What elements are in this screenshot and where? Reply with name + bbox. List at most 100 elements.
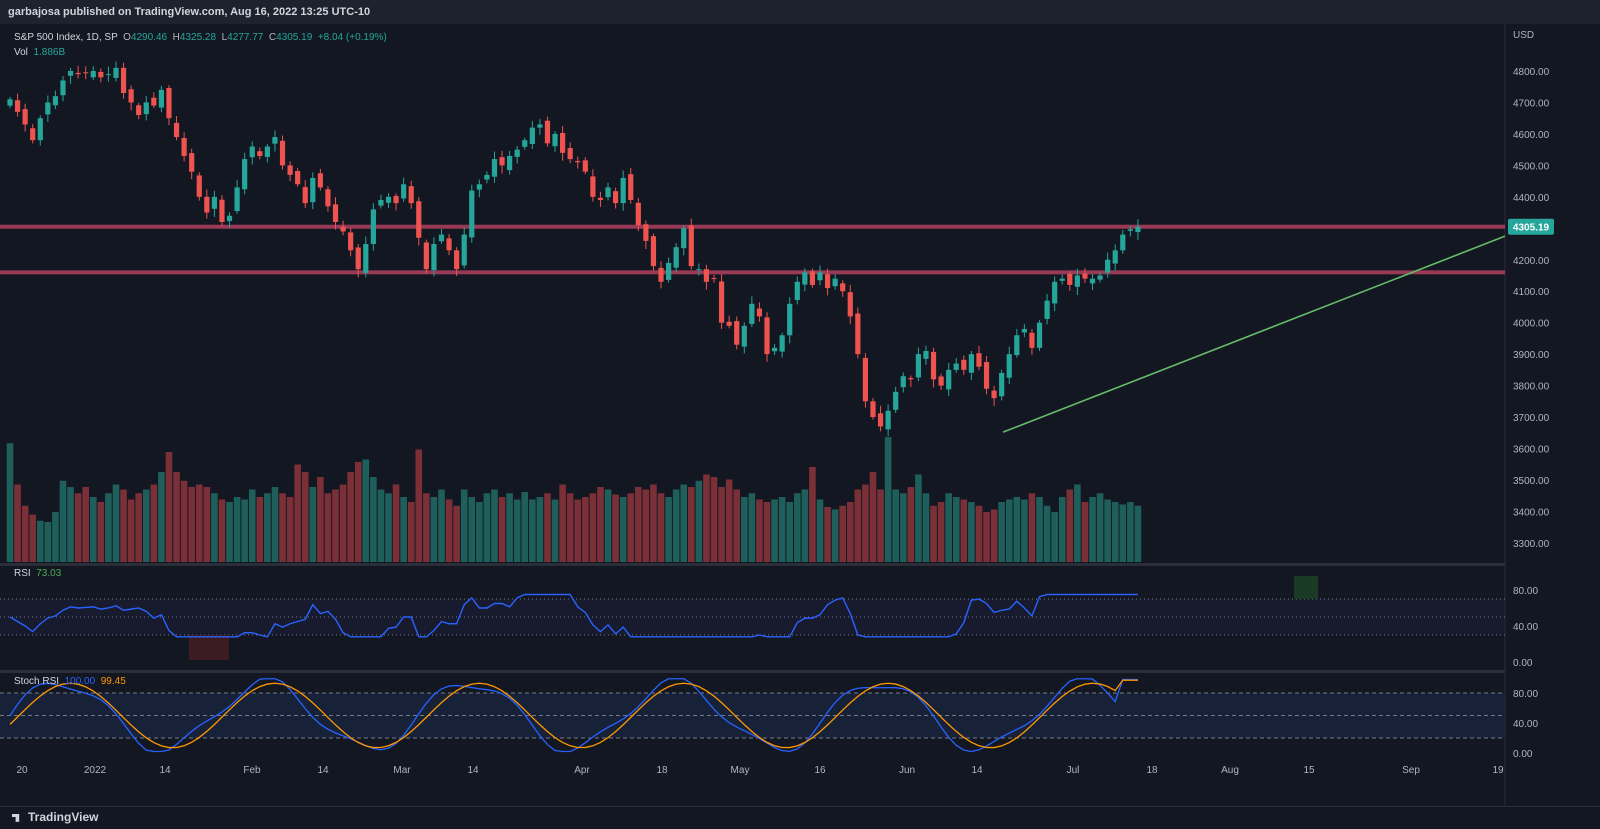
time-tick-label: 14 xyxy=(467,765,479,776)
volume-bar xyxy=(635,487,642,562)
candle-body xyxy=(703,269,710,282)
candle-body xyxy=(1089,278,1096,284)
volume-bar xyxy=(529,499,536,562)
candle-body xyxy=(37,118,43,141)
tradingview-logo[interactable]: TradingView xyxy=(12,810,98,824)
volume-bar xyxy=(990,509,998,562)
volume-bar xyxy=(294,464,301,562)
volume-bar xyxy=(945,493,952,562)
time-tick-label: Sep xyxy=(1402,765,1420,776)
candle-body xyxy=(355,247,361,270)
candle-body xyxy=(1021,328,1027,333)
candle-body xyxy=(1059,278,1065,281)
rsi-tick-label: 0.00 xyxy=(1513,658,1533,669)
candle-body xyxy=(317,173,323,188)
time-tick-label: Mar xyxy=(393,765,411,776)
volume-bar xyxy=(816,499,824,562)
volume-bar xyxy=(862,484,869,562)
rsi-label[interactable]: RSI xyxy=(14,568,31,579)
volume-bar xyxy=(407,502,415,562)
price-legend: S&P 500 Index, 1D, SP O4290.46 H4325.28 … xyxy=(14,32,387,58)
candle-body xyxy=(847,292,853,317)
candle-body xyxy=(423,242,429,270)
candle-body xyxy=(862,357,869,402)
time-tick-label: Jun xyxy=(899,765,915,776)
candle-body xyxy=(809,271,816,285)
candlesticks xyxy=(7,61,1141,437)
time-tick-label: 16 xyxy=(814,765,826,776)
candle-body xyxy=(855,313,861,355)
volume-bar xyxy=(733,489,741,562)
time-tick-label: 14 xyxy=(971,765,983,776)
candle-body xyxy=(681,228,687,249)
candle-body xyxy=(968,354,974,373)
volume-bar xyxy=(839,505,846,562)
candle-body xyxy=(83,72,89,74)
volume-bar xyxy=(1005,499,1013,562)
volume-bar xyxy=(695,480,703,562)
volume-bar xyxy=(498,497,506,562)
symbol-title[interactable]: S&P 500 Index, 1D, SP xyxy=(14,32,118,43)
candle-body xyxy=(226,215,233,222)
volume-bar xyxy=(756,499,763,562)
price-tick-label: 4500.00 xyxy=(1513,161,1550,172)
volume-bar xyxy=(74,493,82,562)
volume-bar xyxy=(1119,504,1127,562)
candle-body xyxy=(1120,234,1126,251)
support-resistance-line xyxy=(0,224,1505,229)
candle-body xyxy=(908,378,914,380)
volume-bar xyxy=(44,522,52,562)
candle-body xyxy=(136,105,142,116)
candle-body xyxy=(560,132,566,153)
volume-bar xyxy=(559,484,566,562)
volume-bar xyxy=(21,505,29,562)
candle-body xyxy=(953,363,959,370)
rsi-tick-label: 40.00 xyxy=(1513,622,1538,633)
time-tick-label: 18 xyxy=(1146,765,1158,776)
volume-bar xyxy=(627,493,635,562)
time-tick-label: 2022 xyxy=(84,765,107,776)
volume-bar xyxy=(423,493,430,562)
stoch-tick-label: 40.00 xyxy=(1513,719,1538,730)
volume-bar xyxy=(203,487,211,562)
volume-bar xyxy=(180,480,188,562)
rsi-value: 73.03 xyxy=(36,568,62,579)
candle-body xyxy=(491,159,498,177)
stoch-d-line xyxy=(9,679,1138,749)
volume-bar xyxy=(831,509,839,562)
volume-bar xyxy=(710,477,718,562)
candle-body xyxy=(196,175,202,197)
candle-body xyxy=(787,303,793,336)
stoch-label[interactable]: Stoch RSI xyxy=(14,676,60,687)
candle-body xyxy=(779,335,785,352)
candle-body xyxy=(628,174,634,200)
trendline[interactable] xyxy=(1002,235,1506,433)
candle-body xyxy=(257,151,263,156)
candle-body xyxy=(582,160,588,172)
candle-body xyxy=(158,89,164,108)
volume-bar xyxy=(612,494,619,562)
candle-body xyxy=(166,87,172,119)
volume-bar xyxy=(960,499,968,562)
volume-bar xyxy=(112,484,120,562)
chart-canvas[interactable]: 4305.19 4800.00 4700.00 4600.00 4500.00 4400.… xyxy=(0,24,1600,806)
candle-body xyxy=(696,269,702,271)
candle-body xyxy=(650,236,657,267)
volume-bar xyxy=(536,497,544,562)
volume-bar xyxy=(740,497,748,562)
horizontal-levels[interactable] xyxy=(0,224,1505,275)
last-price-label: 4305.19 xyxy=(1513,223,1550,234)
time-tick-label: 14 xyxy=(317,765,329,776)
price-tick-label: 3400.00 xyxy=(1513,507,1550,518)
volume-bar xyxy=(922,493,930,562)
volume-bar xyxy=(165,452,173,562)
volume-bar xyxy=(544,493,551,562)
candle-body xyxy=(885,410,891,430)
volume-bar xyxy=(120,489,127,562)
candle-body xyxy=(461,234,467,266)
price-tick-label: 4100.00 xyxy=(1513,287,1550,298)
candle-body xyxy=(817,272,823,281)
volume-bar xyxy=(983,512,990,562)
candle-body xyxy=(590,176,596,197)
candle-body xyxy=(613,191,619,204)
